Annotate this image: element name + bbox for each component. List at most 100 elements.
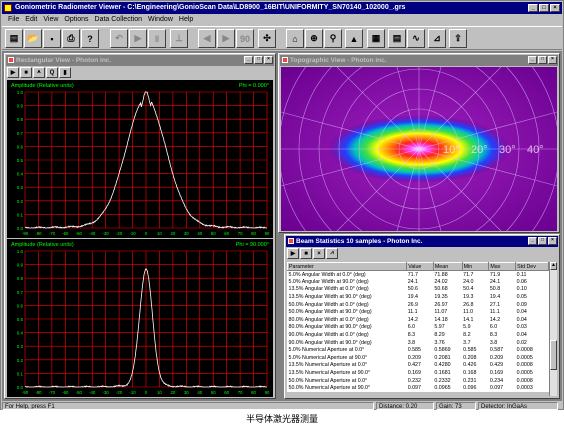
scroll-up-arrow[interactable]: ▲ <box>550 262 557 270</box>
maximize-button[interactable]: □ <box>538 56 547 64</box>
rewind-icon[interactable]: ↶ <box>110 29 128 48</box>
zoom-button[interactable]: Q <box>46 67 58 78</box>
maximize-button[interactable]: □ <box>254 56 263 64</box>
table-row[interactable]: 90.0% Angular Width at 0.0° (deg) 8.3 8.29… <box>288 331 549 339</box>
minimize-button[interactable]: _ <box>528 237 537 245</box>
column-header-parameter[interactable]: Parameter <box>286 262 408 271</box>
color-button[interactable]: ▮ <box>59 67 71 78</box>
table-row[interactable]: 80.0% Angular Width at 90.0° (deg) 6.0 5.9… <box>288 324 549 332</box>
x-tick-label: 50 <box>211 231 216 236</box>
table-row[interactable]: 5.0% Numerical Aperture at 90.0° 0.209 0.2… <box>288 354 549 362</box>
phi-90-profile-chart[interactable]: 1.0 0.9 0.8 0.7 0.6 0.5 0.4 0.3 0.2 0.1 0.0-90 -80 -… <box>7 239 273 397</box>
menu-options[interactable]: Options <box>64 16 89 23</box>
scroll-thumb[interactable] <box>550 340 557 370</box>
step-forward-icon[interactable]: ▶ <box>217 29 235 48</box>
table-cell: 0.11 <box>516 271 527 278</box>
chart-button[interactable]: ⩘ <box>326 248 338 259</box>
close-button[interactable]: × <box>550 4 560 12</box>
beam-icon[interactable]: ⚲ <box>324 29 342 48</box>
menu-file[interactable]: File <box>8 16 20 23</box>
stop-button[interactable]: ■ <box>300 248 312 259</box>
close-button[interactable]: × <box>548 56 557 64</box>
maximize-button[interactable]: □ <box>538 237 547 245</box>
play-button[interactable]: ▶ <box>287 248 299 259</box>
main-toolbar: ▤ 📂 ▪ ⎙? ↶ ▶ ‖ ⊥ ◀ ▶ 90 ✣ ⌂ ⊕ ⚲ ▲ ▦ ▤ ∿ ⊿ ⇪ <box>2 26 562 50</box>
satellite-icon[interactable]: ✣ <box>258 29 276 48</box>
table-cell: 80.0% Angular Width at 90.0° (deg) <box>288 324 372 331</box>
detector-icon[interactable]: ⊕ <box>305 29 323 48</box>
table-row[interactable]: 5.0% Angular Width at 0.0° (deg) 71.7 71.8… <box>288 271 549 279</box>
close-button[interactable]: × <box>264 56 273 64</box>
table-row[interactable]: 13.5% Numerical Aperture at 0.0° 0.427 0.4… <box>288 362 549 370</box>
maximize-button[interactable]: □ <box>539 4 549 12</box>
column-header-value[interactable]: Value <box>406 262 434 271</box>
x-tick-label: 30 <box>184 390 189 395</box>
table-row[interactable]: 5.0% Angular Width at 90.0° (deg) 24.1 24.… <box>288 278 549 286</box>
column-header-mean[interactable]: Mean <box>432 262 463 271</box>
menu-data-collection[interactable]: Data Collection <box>94 16 142 23</box>
menu-window[interactable]: Window <box>147 16 173 23</box>
table-cell: 0.0008 <box>516 377 533 384</box>
vertical-scrollbar[interactable]: ▲ <box>549 262 557 396</box>
line-chart-icon[interactable]: ∿ <box>407 29 425 48</box>
figure-caption: 半导体激光器测量 <box>245 415 318 425</box>
beam-statistics-title: Beam Statistics 10 samples - Photon Inc. <box>296 238 423 245</box>
open-folder-icon[interactable]: 📂 <box>24 29 42 48</box>
pause-icon[interactable]: ‖ <box>148 29 166 48</box>
help-icon[interactable]: ? <box>81 29 99 48</box>
column-header-min[interactable]: Min <box>461 262 490 271</box>
measure-chart-icon[interactable]: ⊿ <box>428 29 446 48</box>
y-tick-label: 0.9 <box>17 263 24 268</box>
table-row[interactable]: 13.5% Angular Width at 90.0° (deg) 19.4 19… <box>288 293 549 301</box>
step-back-icon[interactable]: ◀ <box>198 29 216 48</box>
table-row[interactable]: 13.5% Angular Width at 0.0° (deg) 50.6 50.… <box>288 286 549 294</box>
column-header-std-dev[interactable]: Std Dev <box>515 262 549 271</box>
table-cell: 5.0% Numerical Aperture at 90.0° <box>288 354 368 361</box>
table-row[interactable]: 5.0% Numerical Aperture at 0.0° 0.585 0.58… <box>288 346 549 354</box>
table-row[interactable]: 13.5% Numerical Aperture at 90.0° 0.169 0.… <box>288 369 549 377</box>
view-icon <box>288 238 294 244</box>
angle-90-label[interactable]: 90 <box>236 29 254 48</box>
table-row[interactable]: 80.0% Angular Width at 0.0° (deg) 14.2 14.… <box>288 316 549 324</box>
close-button[interactable]: × <box>548 237 557 245</box>
color-map-icon[interactable]: ▲ <box>345 29 363 48</box>
menu-edit[interactable]: Edit <box>25 16 38 23</box>
table-row[interactable]: 50.0% Angular Width at 0.0° (deg) 26.9 26.… <box>288 301 549 309</box>
minimize-button[interactable]: _ <box>528 4 538 12</box>
stop-icon[interactable]: ⊥ <box>170 29 188 48</box>
phi-0-profile-chart[interactable]: 1.0 0.9 0.8 0.7 0.6 0.5 0.4 0.3 0.2 0.1 0.0-90 -80 -… <box>7 80 273 238</box>
table-row[interactable]: 50.0% Numerical Aperture at 0.0° 0.232 0.2… <box>288 377 549 385</box>
angle-label-40: 40° <box>527 144 544 156</box>
y-tick-label: 0.8 <box>17 276 24 281</box>
grid-view-icon[interactable]: ▦ <box>367 29 385 48</box>
table-cell: 0.03 <box>516 324 527 331</box>
save-icon[interactable]: ▪ <box>43 29 61 48</box>
menu-help[interactable]: Help <box>178 16 194 23</box>
export-icon[interactable]: ⇪ <box>449 29 467 48</box>
goniometer-icon[interactable]: ⌂ <box>286 29 304 48</box>
table-cell: 24.0 <box>463 278 474 285</box>
stop-button[interactable]: ■ <box>20 67 32 78</box>
table-cell: 8.3 <box>407 332 416 339</box>
play-icon[interactable]: ▶ <box>129 29 147 48</box>
table-row[interactable]: 50.0% Numerical Aperture at 90.0° 0.097 0.… <box>288 384 549 392</box>
topographic-intensity-map[interactable]: 10° 20° 30° 40° <box>281 67 557 231</box>
minimize-button[interactable]: _ <box>528 56 537 64</box>
table-cell: 71.88 <box>434 271 448 278</box>
play-button[interactable]: ▶ <box>7 67 19 78</box>
print-icon[interactable]: ⎙ <box>62 29 80 48</box>
profile-curve <box>24 91 267 229</box>
table-row[interactable]: 50.0% Angular Width at 90.0° (deg) 11.1 11… <box>288 308 549 316</box>
menu-view[interactable]: View <box>43 16 59 23</box>
table-view-icon[interactable]: ▤ <box>388 29 406 48</box>
profile-button[interactable]: ⩚ <box>33 67 45 78</box>
clear-button[interactable]: × <box>313 248 325 259</box>
table-row[interactable]: 90.0% Angular Width at 90.0° (deg) 3.8 3.7… <box>288 339 549 347</box>
y-tick-label: 0.8 <box>17 117 24 122</box>
table-cell: 5.0% Angular Width at 90.0° (deg) <box>288 278 369 285</box>
new-file-icon[interactable]: ▤ <box>5 29 23 48</box>
table-cell: 50.0% Angular Width at 90.0° (deg) <box>288 309 372 316</box>
column-header-max[interactable]: Max <box>488 262 517 271</box>
minimize-button[interactable]: _ <box>244 56 253 64</box>
x-tick-label: -40 <box>89 390 96 395</box>
